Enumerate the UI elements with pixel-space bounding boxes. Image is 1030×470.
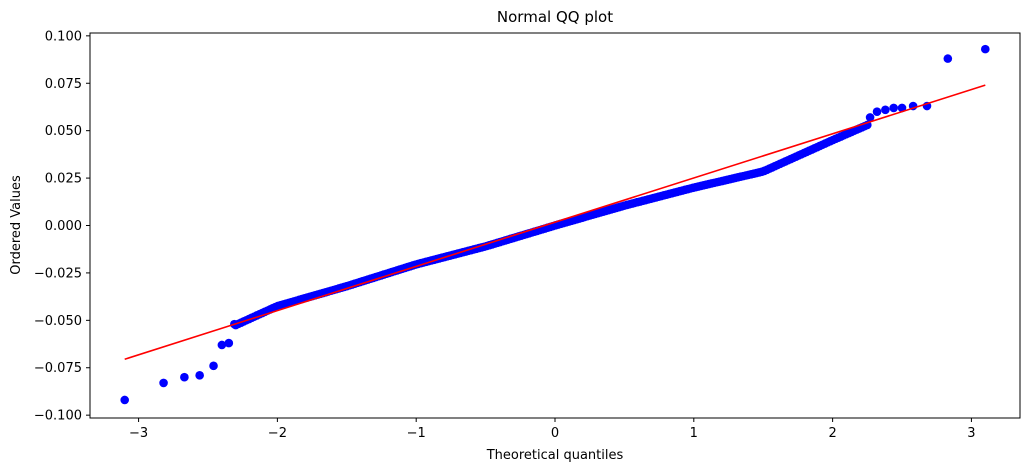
y-tick-label: 0.100 xyxy=(45,29,82,44)
x-tick-label: 3 xyxy=(967,426,975,441)
data-point xyxy=(865,113,875,122)
data-point xyxy=(881,105,890,115)
data-point xyxy=(180,372,189,382)
data-point xyxy=(980,44,990,54)
fit-line xyxy=(124,84,986,360)
y-tick-label: −0.025 xyxy=(34,266,82,281)
data-point xyxy=(195,371,204,380)
x-tick-label: 1 xyxy=(690,426,698,441)
y-tick-label: 0.025 xyxy=(45,172,82,187)
chart-title: Normal QQ plot xyxy=(497,8,613,26)
x-tick-label: −1 xyxy=(407,426,426,441)
y-axis-label: Ordered Values xyxy=(9,175,24,275)
axes: −3 −2 −1 0 1 2 3 −0.100 −0.075 −0.050 −0.025 0.000 0… xyxy=(34,29,1021,441)
x-tick-label: −3 xyxy=(129,426,148,441)
y-tick-label: 0.000 xyxy=(45,219,82,234)
data-point xyxy=(889,103,898,113)
data-point xyxy=(209,361,218,371)
data-point xyxy=(943,54,953,63)
data-layer xyxy=(120,44,990,405)
y-tick-label: 0.050 xyxy=(45,124,82,139)
data-point xyxy=(897,103,907,113)
x-tick-label: −2 xyxy=(268,426,287,441)
y-tick-label: −0.100 xyxy=(34,409,82,424)
data-point xyxy=(224,338,234,348)
x-axis-label: Theoretical quantiles xyxy=(486,448,624,463)
data-point xyxy=(159,378,168,388)
plot-area xyxy=(120,44,990,405)
y-tick-label: −0.075 xyxy=(34,361,82,376)
y-tick-label: 0.075 xyxy=(45,77,82,92)
data-point xyxy=(120,395,130,405)
x-tick-label: 2 xyxy=(828,426,836,441)
x-tick-label: 0 xyxy=(551,426,559,441)
y-tick-label: −0.050 xyxy=(34,314,82,329)
data-point xyxy=(217,340,227,350)
data-point xyxy=(872,107,882,117)
